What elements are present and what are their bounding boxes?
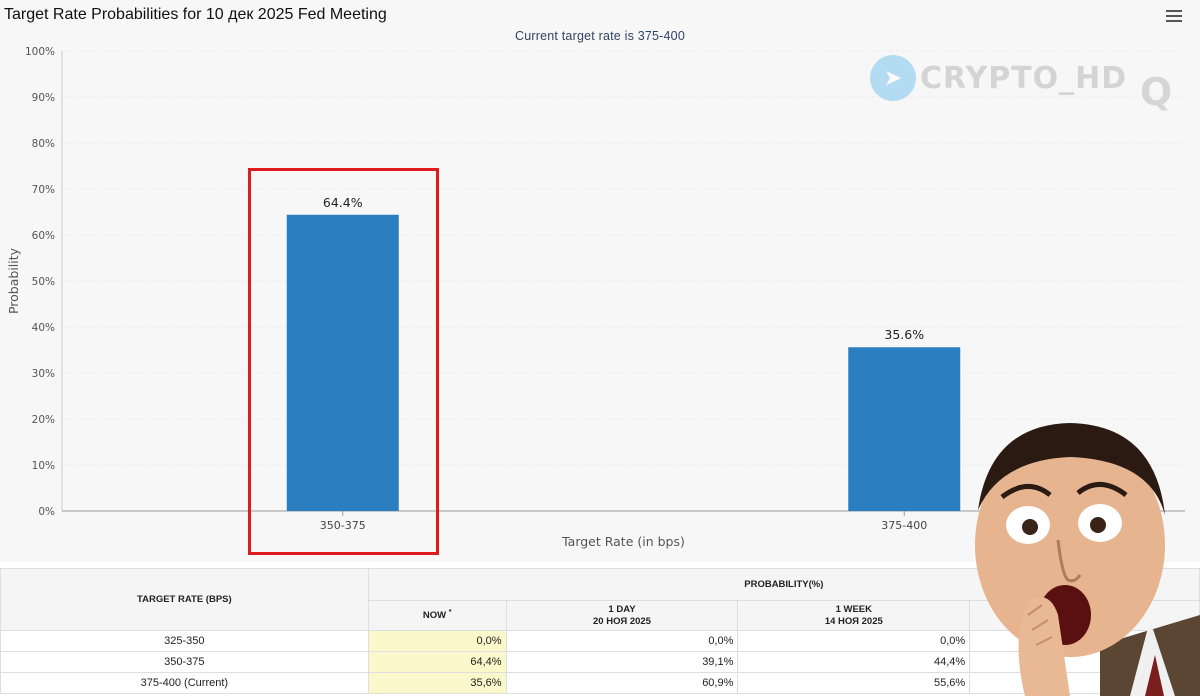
table-row: 375-400 (Current) 35,6% 60,9% 55,6%	[0, 672, 1200, 694]
surprised-face-image	[975, 423, 1200, 696]
row-rate: 375-400 (Current)	[0, 672, 369, 694]
row-now: 64,4%	[367, 651, 507, 673]
watermark: ➤ CRYPTO_HD	[870, 55, 1127, 101]
y-tick-label: 20%	[32, 414, 55, 426]
header-1-week-label: 1 WEEK	[835, 604, 873, 616]
page-title: Target Rate Probabilities for 10 дек 202…	[4, 6, 387, 23]
telegram-icon: ➤	[870, 55, 916, 101]
data-label: 35.6%	[884, 327, 924, 342]
row-rate: 350-375	[0, 651, 369, 673]
data-label: 64.4%	[323, 195, 363, 210]
row-rate: 325-350	[0, 630, 369, 652]
bar-375-400	[848, 347, 961, 511]
header-target-rate: TARGET RATE (BPS)	[0, 568, 369, 631]
y-tick-label: 100%	[25, 46, 55, 58]
x-tick-label: 375-400	[881, 519, 927, 532]
header-now: NOW *	[367, 600, 507, 631]
row-day: 39,1%	[505, 651, 739, 673]
bar-chart: 0% 10% 20% 30% 40% 50% 60% 70% 80% 90% 100% 64.4% 35…	[6, 46, 1185, 549]
x-tick-label: 350-375	[320, 519, 366, 532]
y-tick-label: 70%	[32, 184, 55, 196]
y-tick-label: 80%	[32, 138, 55, 150]
header-1-week: 1 WEEK 14 НОЯ 2025	[737, 600, 971, 631]
y-tick-label: 50%	[32, 276, 55, 288]
y-tick-label: 0%	[38, 506, 55, 518]
header-1-day-label: 1 DAY	[608, 604, 636, 616]
row-week: 55,6%	[737, 672, 971, 694]
y-tick-label: 10%	[32, 460, 55, 472]
header-now-mark: *	[448, 609, 452, 617]
y-tick-label: 30%	[32, 368, 55, 380]
menu-icon[interactable]	[1166, 10, 1182, 24]
header-1-day-date: 20 НОЯ 2025	[593, 615, 651, 627]
y-tick-label: 60%	[32, 230, 55, 242]
watermark-mark: Q	[1140, 70, 1173, 114]
row-week: 0,0%	[737, 630, 971, 652]
watermark-text: CRYPTO_HD	[920, 60, 1128, 96]
y-axis-title: Probability	[6, 247, 21, 314]
row-day: 0,0%	[505, 630, 739, 652]
y-tick-label: 40%	[32, 322, 55, 334]
y-tick-label: 90%	[32, 92, 55, 104]
bar-350-375	[286, 214, 399, 511]
chart-subtitle: Current target rate is 375-400	[515, 29, 685, 43]
header-1-day: 1 DAY 20 НОЯ 2025	[505, 600, 739, 631]
x-axis-title: Target Rate (in bps)	[561, 534, 685, 549]
row-week: 44,4%	[737, 651, 971, 673]
row-day: 60,9%	[505, 672, 739, 694]
row-now: 0,0%	[367, 630, 507, 652]
row-now: 35,6%	[367, 672, 507, 694]
header-1-week-date: 14 НОЯ 2025	[824, 615, 883, 627]
header-now-label: NOW	[422, 610, 447, 622]
